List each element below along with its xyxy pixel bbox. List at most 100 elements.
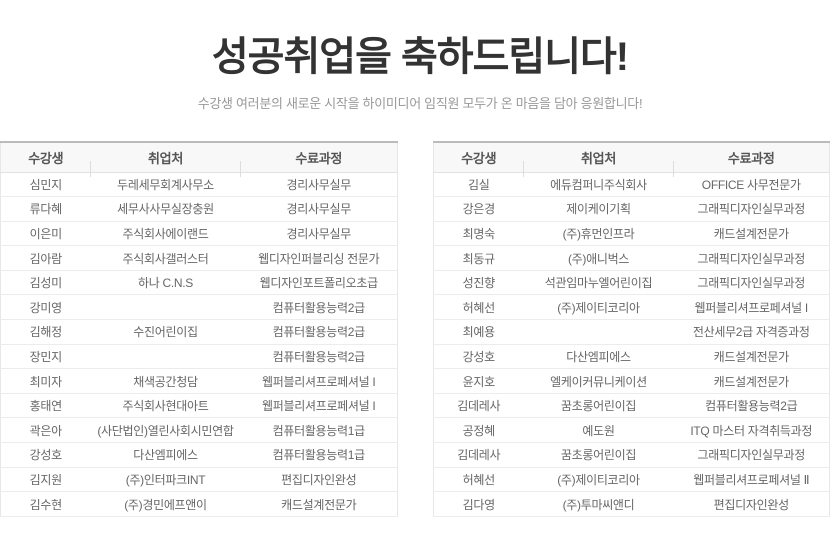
cell-course: 컴퓨터활용능력1급	[240, 417, 398, 444]
cell-student: 공정혜	[433, 417, 524, 444]
cell-employer: 수진어린이집	[90, 319, 241, 345]
cell-course: 그래픽디자인실무과정	[673, 245, 830, 271]
table-row: 최명숙 (주)휴먼인프라 캐드설계전문가	[433, 221, 830, 247]
cell-employer	[523, 319, 674, 345]
cell-employer	[90, 294, 241, 321]
cell-employer: 주식회사갤러스터	[90, 245, 241, 271]
table-row: 김데레사 꿈초롱어린이집 컴퓨터활용능력2급	[433, 393, 830, 419]
table-header-row: 수강생 취업처 수료과정	[433, 141, 830, 178]
table-row: 김데레사 꿈초롱어린이집 그래픽디자인실무과정	[433, 442, 830, 468]
cell-student: 윤지호	[433, 368, 524, 394]
col-header-student: 수강생	[433, 141, 524, 173]
cell-employer: 주식회사에이랜드	[90, 221, 241, 247]
table-row: 허혜선 (주)제이티코리아 웹퍼블리셔프로페셔널 Ⅱ	[433, 467, 830, 493]
cell-employer: 두레세무회계사무소	[90, 172, 241, 198]
cell-course: 그래픽디자인실무과정	[673, 270, 830, 296]
cell-course: 컴퓨터활용능력2급	[240, 319, 398, 345]
cell-employer: (주)제이티코리아	[523, 467, 674, 493]
cell-course: 웹디자인포트폴리오초급	[240, 270, 398, 296]
cell-student: 김수현	[0, 491, 91, 517]
cell-student: 김지원	[0, 467, 91, 493]
cell-employer: 다산엠피에스	[90, 442, 241, 468]
table-row: 최동규 (주)애니벅스 그래픽디자인실무과정	[433, 245, 830, 271]
cell-student: 최동규	[433, 245, 524, 271]
cell-course: 전산세무2급 자격증과정	[673, 319, 830, 345]
col-header-employer: 취업처	[89, 141, 241, 178]
cell-course: OFFICE 사무전문가	[673, 172, 830, 198]
cell-course: 캐드설계전문가	[673, 221, 830, 247]
cell-student: 홍태연	[0, 393, 91, 419]
cell-student: 김성미	[0, 270, 91, 296]
cell-employer: (사단법인)열린사회시민연합	[90, 417, 241, 444]
table-row: 김수현 (주)경민에프앤이 캐드설계전문가	[0, 491, 398, 517]
cell-employer: 엘케이커뮤니케이션	[523, 368, 674, 394]
cell-employer	[90, 344, 241, 370]
cell-course: 캐드설계전문가	[240, 491, 398, 517]
cell-student: 강성호	[0, 442, 91, 468]
cell-student: 성진향	[433, 270, 524, 296]
cell-student: 김데레사	[433, 442, 524, 468]
table-row: 강은경 제이케이기획 그래픽디자인실무과정	[433, 196, 830, 222]
table-row: 류다혜 세무사사무실장충원 경리사무실무	[0, 196, 398, 222]
cell-course: 그래픽디자인실무과정	[673, 442, 830, 468]
cell-course: 캐드설계전문가	[673, 368, 830, 394]
col-header-course: 수료과정	[672, 141, 830, 178]
table-row: 김아람 주식회사갤러스터 웹디자인퍼블리싱 전문가	[0, 245, 398, 271]
cell-course: 컴퓨터활용능력2급	[240, 344, 398, 370]
cell-employer: 하나 C.N.S	[90, 270, 241, 296]
page-title: 성공취업을 축하드립니다!	[211, 35, 629, 79]
cell-employer: 꿈초롱어린이집	[523, 393, 674, 419]
cell-employer: 세무사사무실장충원	[90, 196, 241, 222]
table-row: 공정혜 예도원 ITQ 마스터 자격취득과정	[433, 417, 830, 444]
cell-student: 김실	[433, 172, 524, 198]
table-row: 김실 에듀컴퍼니주식회사 OFFICE 사무전문가	[433, 172, 830, 198]
table-row: 장민지 컴퓨터활용능력2급	[0, 344, 398, 370]
cell-student: 김아람	[0, 245, 91, 271]
cell-course: 컴퓨터활용능력2급	[673, 393, 830, 419]
table-row: 홍태연 주식회사현대아트 웹퍼블리셔프로페셔널 I	[0, 393, 398, 419]
cell-course: ITQ 마스터 자격취득과정	[673, 417, 830, 444]
cell-course: 웹퍼블리셔프로페셔널 I	[240, 368, 398, 394]
col-header-employer: 취업처	[522, 141, 674, 178]
cell-course: 웹디자인퍼블리싱 전문가	[240, 245, 398, 271]
table-row: 김지원 (주)인터파크INT 편집디자인완성	[0, 467, 398, 493]
cell-student: 허혜선	[433, 467, 524, 493]
cell-student: 김데레사	[433, 393, 524, 419]
table-row: 강미영 컴퓨터활용능력2급	[0, 294, 398, 321]
col-header-student: 수강생	[0, 141, 91, 173]
cell-employer: 에듀컴퍼니주식회사	[523, 172, 674, 198]
cell-employer: 석관임마누엘어린이집	[523, 270, 674, 296]
cell-course: 그래픽디자인실무과정	[673, 196, 830, 222]
cell-student: 최예용	[433, 319, 524, 345]
cell-employer: 예도원	[523, 417, 674, 444]
cell-course: 캐드설계전문가	[673, 344, 830, 370]
cell-course: 편집디자인완성	[240, 467, 398, 493]
cell-student: 류다혜	[0, 196, 91, 222]
table: 수강생 취업처 수료과정 김실 에듀컴퍼니주식회사 OFFICE 사무전문가 강은경 제…	[433, 141, 830, 517]
table-row: 강성호 다산엠피에스 캐드설계전문가	[433, 344, 830, 370]
cell-employer: (주)애니벅스	[523, 245, 674, 271]
cell-student: 허혜선	[433, 294, 524, 321]
table-row: 이은미 주식회사에이랜드 경리사무실무	[0, 221, 398, 247]
page-header: 성공취업을 축하드립니다! 수강생 여러분의 새로운 시작을 하이미디어 임직원…	[0, 0, 840, 112]
cell-course: 경리사무실무	[240, 221, 398, 247]
table-row: 김해정 수진어린이집 컴퓨터활용능력2급	[0, 319, 398, 345]
cell-student: 강미영	[0, 294, 91, 321]
table-header-row: 수강생 취업처 수료과정	[0, 141, 398, 178]
cell-student: 강은경	[433, 196, 524, 222]
table-row: 강성호 다산엠피에스 컴퓨터활용능력1급	[0, 442, 398, 468]
table: 수강생 취업처 수료과정 심민지 두레세무회계사무소 경리사무실무 류다혜 세무사사무실…	[0, 141, 398, 517]
table-row: 곽은아 (사단법인)열린사회시민연합 컴퓨터활용능력1급	[0, 417, 398, 444]
cell-course: 컴퓨터활용능력1급	[240, 442, 398, 468]
cell-employer: 꿈초롱어린이집	[523, 442, 674, 468]
page-subtitle: 수강생 여러분의 새로운 시작을 하이미디어 임직원 모두가 온 마음을 담아 …	[197, 96, 643, 111]
employment-table-right: 수강생 취업처 수료과정 김실 에듀컴퍼니주식회사 OFFICE 사무전문가 강은경 제…	[433, 141, 830, 517]
table-row: 심민지 두레세무회계사무소 경리사무실무	[0, 172, 398, 198]
cell-employer: 다산엠피에스	[523, 344, 674, 370]
cell-student: 김해정	[0, 319, 91, 345]
cell-student: 장민지	[0, 344, 91, 370]
cell-course: 편집디자인완성	[673, 491, 830, 517]
employment-table-left: 수강생 취업처 수료과정 심민지 두레세무회계사무소 경리사무실무 류다혜 세무사사무실…	[0, 141, 398, 517]
cell-employer: (주)경민에프앤이	[90, 491, 241, 517]
table-row: 김다영 (주)투마씨앤디 편집디자인완성	[433, 491, 830, 517]
